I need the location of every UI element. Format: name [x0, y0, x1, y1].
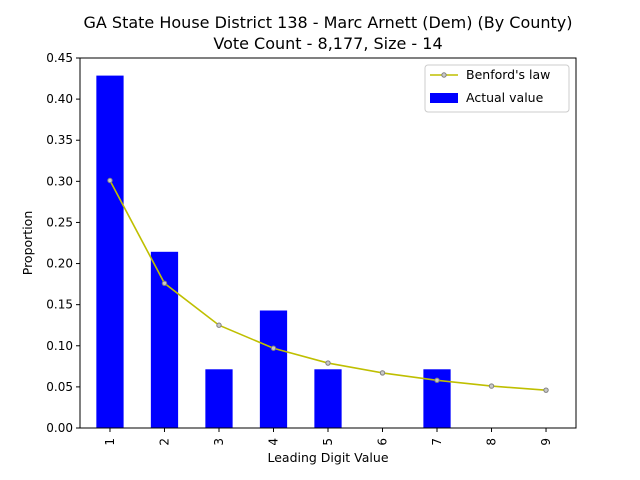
- benford-point-3: [216, 322, 222, 328]
- benford-point-8: [488, 383, 495, 389]
- legend-label-actual: Actual value: [466, 90, 544, 105]
- y-tick-label: 0.05: [46, 380, 73, 394]
- benford-series: [107, 177, 549, 393]
- bar-digit-4: [259, 310, 288, 428]
- x-axis-label: Leading Digit Value: [267, 450, 388, 465]
- benford-point-7: [434, 377, 440, 384]
- y-tick-label: 0.20: [46, 257, 73, 271]
- y-axis-label: Proportion: [20, 211, 35, 276]
- x-tick-label: 9: [539, 438, 553, 446]
- benford-point-1: [107, 177, 113, 184]
- y-tick-label: 0.10: [46, 339, 73, 353]
- y-tick-label: 0.45: [46, 51, 73, 65]
- bar-digit-3: [205, 369, 233, 428]
- x-tick-label: 4: [266, 438, 280, 446]
- x-tick-label: 2: [157, 438, 171, 446]
- y-tick-label: 0.30: [46, 174, 73, 188]
- x-tick-label: 1: [103, 438, 117, 446]
- x-axis: 1 2 3 4 5 6 7 8 9: [103, 428, 553, 446]
- bar-series: [96, 75, 451, 429]
- legend-label-benford: Benford's law: [466, 67, 550, 82]
- y-tick-label: 0.00: [46, 421, 73, 435]
- legend-marker-swatch: [441, 72, 447, 78]
- chart-title: GA State House District 138 - Marc Arnet…: [83, 13, 572, 32]
- y-tick-label: 0.25: [46, 215, 73, 229]
- x-tick-label: 7: [430, 438, 444, 446]
- x-tick-label: 6: [376, 438, 390, 446]
- legend-box: [424, 64, 570, 113]
- legend: Benford's law Actual value: [424, 64, 570, 113]
- y-tick-label: 0.40: [46, 92, 73, 106]
- x-tick-label: 8: [485, 438, 499, 446]
- x-tick-label: 5: [321, 438, 335, 446]
- y-tick-label: 0.35: [46, 133, 73, 147]
- legend-bar-swatch: [430, 93, 458, 103]
- benford-point-2: [161, 280, 168, 286]
- bar-digit-2: [150, 251, 179, 428]
- chart-subtitle: Vote Count - 8,177, Size - 14: [213, 34, 442, 53]
- x-tick-label: 3: [212, 438, 226, 446]
- bar-digit-5: [314, 369, 342, 428]
- y-axis: 0.00 0.05 0.10 0.15 0.20 0.25 0.30 0.35 0.40 0.45: [46, 51, 80, 435]
- benford-point-4: [270, 345, 277, 351]
- y-tick-label: 0.15: [46, 298, 73, 312]
- bar-digit-1: [96, 75, 124, 429]
- benford-point-5: [325, 360, 331, 366]
- benford-point-6: [379, 370, 386, 376]
- benford-point-9: [543, 387, 549, 393]
